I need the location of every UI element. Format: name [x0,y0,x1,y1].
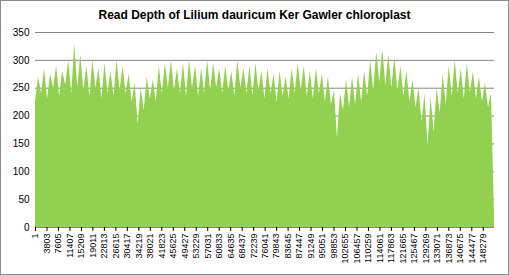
svg-text:129269: 129269 [421,234,431,264]
svg-text:0: 0 [24,222,30,233]
svg-text:148279: 148279 [478,234,488,264]
svg-text:7605: 7605 [53,234,63,254]
svg-text:50: 50 [18,194,30,205]
svg-text:79843: 79843 [271,234,281,259]
svg-text:250: 250 [13,82,30,93]
html-text:Read Depth of Lilium dauricum: Read Depth of Lilium dauricum Ker Gawler… [98,8,411,22]
svg-text:1: 1 [30,234,40,239]
svg-text:3803: 3803 [42,234,52,254]
svg-text:68437: 68437 [237,234,247,259]
svg-text:95051: 95051 [317,234,327,259]
svg-text:72239: 72239 [249,234,259,259]
svg-text:38021: 38021 [145,234,155,259]
svg-text:91249: 91249 [306,234,316,259]
svg-text:144477: 144477 [467,234,477,264]
svg-text:125467: 125467 [409,234,419,264]
svg-text:41823: 41823 [157,234,167,259]
svg-text:57031: 57031 [203,234,213,259]
svg-text:200: 200 [13,110,30,121]
svg-text:53229: 53229 [191,234,201,259]
svg-text:26615: 26615 [111,234,121,259]
svg-text:49427: 49427 [180,234,190,259]
svg-text:98853: 98853 [329,234,339,259]
svg-text:76041: 76041 [260,234,270,259]
svg-text:110259: 110259 [363,234,373,263]
svg-text:19011: 19011 [88,234,98,258]
svg-text:64635: 64635 [226,234,236,259]
svg-text:60833: 60833 [214,234,224,259]
svg-text:121665: 121665 [398,234,408,264]
svg-text:350: 350 [13,27,30,38]
svg-text:45625: 45625 [168,234,178,259]
svg-text:15209: 15209 [76,234,86,259]
svg-text:87447: 87447 [294,234,304,259]
svg-text:136873: 136873 [444,234,454,264]
svg-text:83645: 83645 [283,234,293,259]
svg-text:117863: 117863 [386,234,396,263]
svg-text:300: 300 [13,55,30,66]
svg-text:11407: 11407 [65,234,75,258]
svg-text:106457: 106457 [352,234,362,264]
svg-text:133071: 133071 [432,234,442,264]
svg-text:102655: 102655 [340,234,350,264]
svg-text:34219: 34219 [134,234,144,259]
svg-text:100: 100 [13,166,30,177]
svg-text:150: 150 [13,138,30,149]
svg-text:114061: 114061 [375,234,385,263]
svg-text:140675: 140675 [455,234,465,264]
svg-text:30417: 30417 [122,234,132,259]
svg-text:22813: 22813 [99,234,109,259]
